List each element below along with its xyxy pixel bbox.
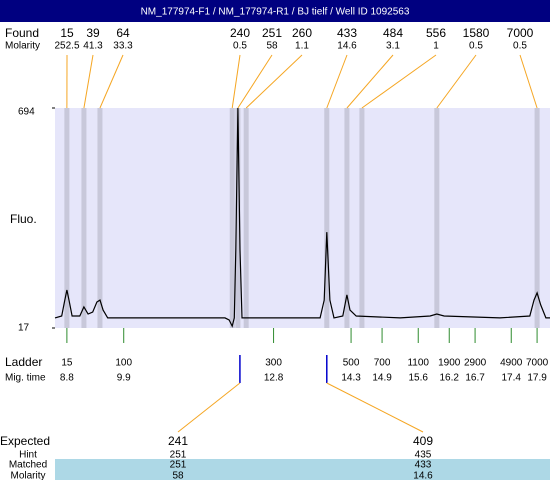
mig-time-label: Mig. time [5, 373, 46, 384]
found-molarity: 252.5 [54, 41, 79, 52]
found-size: 1580 [463, 26, 490, 40]
peak-band [434, 108, 440, 328]
found-molarity: 0.5 [233, 41, 247, 52]
y-tick-label: 17 [18, 323, 30, 334]
table-cell: 251 [170, 450, 187, 461]
plot-area [55, 108, 550, 328]
found-size: 433 [337, 26, 357, 40]
connector [346, 54, 394, 109]
found-molarity: 0.5 [513, 41, 527, 52]
trace [54, 107, 550, 328]
found-molarity: 41.3 [83, 41, 103, 52]
molarity-label: Molarity [5, 41, 40, 52]
peak-band [229, 108, 235, 328]
connector [519, 54, 538, 109]
ladder-size: 700 [374, 358, 391, 369]
peak-band [534, 108, 540, 328]
ladder-mig-time: 14.3 [341, 373, 361, 384]
row-label: Matched [9, 460, 47, 471]
connector [99, 54, 124, 109]
found-molarity: 14.6 [337, 41, 357, 52]
y-tick-label: 694 [18, 107, 35, 118]
found-molarity: 33.3 [113, 41, 133, 52]
table-cell: 251 [170, 460, 187, 471]
ladder-mig-time: 12.8 [264, 373, 284, 384]
row-label: Hint [19, 450, 37, 461]
ladder-size: 300 [265, 358, 282, 369]
peak-band [344, 108, 350, 328]
ladder-mig-time: 17.9 [527, 373, 547, 384]
connector [245, 54, 303, 109]
connector [436, 54, 477, 109]
matched-highlight [55, 459, 550, 480]
ladder-label: Ladder [5, 355, 42, 369]
ladder-size: 500 [343, 358, 360, 369]
table-cell: 435 [415, 450, 432, 461]
ladder-mig-time: 16.2 [440, 373, 460, 384]
connector [83, 54, 94, 109]
y-axis-label: Fluo. [10, 212, 37, 226]
ladder-size: 15 [61, 358, 73, 369]
connector [361, 54, 437, 109]
connector [237, 54, 273, 109]
ladder-mig-time: 16.7 [465, 373, 485, 384]
ladder-mig-time: 17.4 [502, 373, 522, 384]
title: NM_177974-F1 / NM_177974-R1 / BJ tielf /… [141, 7, 410, 18]
ladder-mig-time: 8.8 [60, 373, 74, 384]
ladder-size: 100 [115, 358, 132, 369]
ladder-mig-time: 9.9 [117, 373, 131, 384]
found-size: 39 [86, 26, 100, 40]
found-size: 15 [60, 26, 74, 40]
row-label: Expected [0, 434, 50, 448]
ladder-size: 1100 [407, 358, 429, 369]
found-molarity: 58 [266, 41, 278, 52]
connector [177, 382, 241, 433]
peak-band [235, 108, 241, 328]
found-size: 484 [383, 26, 403, 40]
ladder-size: 4900 [500, 358, 523, 369]
found-size: 556 [426, 26, 446, 40]
found-molarity: 3.1 [386, 41, 400, 52]
table-cell: 241 [168, 434, 188, 448]
peak-band [81, 108, 87, 328]
found-molarity: 0.5 [469, 41, 483, 52]
found-size: 7000 [507, 26, 534, 40]
found-molarity: 1.1 [295, 41, 309, 52]
ladder-size: 1900 [438, 358, 461, 369]
peak-band [243, 108, 249, 328]
ladder-size: 2900 [464, 358, 487, 369]
peak-band [64, 108, 70, 328]
peak-band [359, 108, 365, 328]
connector [326, 382, 424, 433]
row-label: Molarity [10, 471, 45, 480]
connector [326, 54, 348, 109]
peak-band [97, 108, 103, 328]
found-size: 251 [262, 26, 282, 40]
title-bar [0, 0, 550, 22]
found-molarity: 1 [433, 41, 439, 52]
ladder-size: 7000 [526, 358, 549, 369]
peak-band [324, 108, 330, 328]
connector [231, 54, 241, 109]
found-size: 240 [230, 26, 250, 40]
table-cell: 14.6 [413, 471, 433, 480]
table-cell: 433 [415, 460, 432, 471]
table-cell: 409 [413, 434, 433, 448]
ladder-mig-time: 15.6 [409, 373, 429, 384]
found-label: Found [5, 26, 39, 40]
table-cell: 58 [172, 471, 184, 480]
found-size: 260 [292, 26, 312, 40]
ladder-mig-time: 14.9 [372, 373, 392, 384]
found-size: 64 [116, 26, 130, 40]
